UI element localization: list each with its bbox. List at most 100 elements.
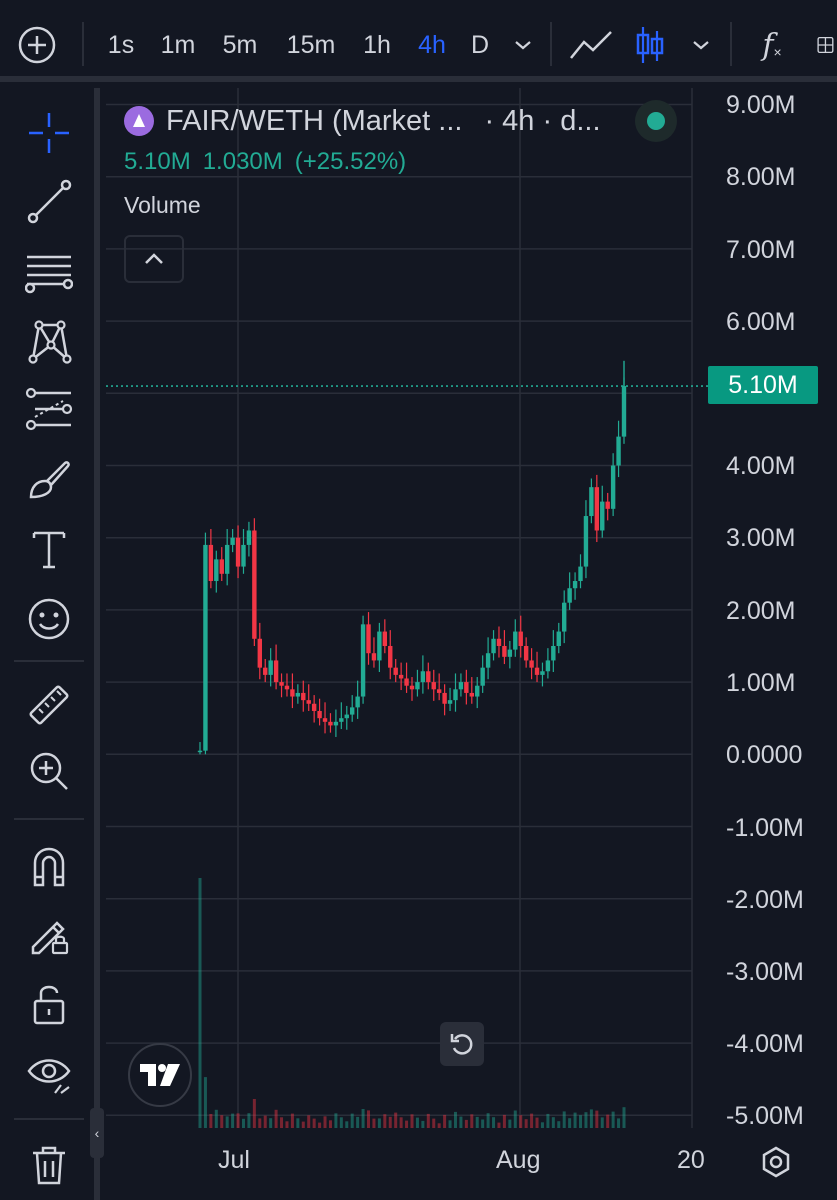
volume-bar (269, 1118, 273, 1128)
volume-bar (535, 1117, 539, 1128)
candle-body (513, 631, 518, 650)
volume-bar (258, 1118, 262, 1128)
ruler-icon[interactable] (22, 678, 76, 732)
volume-bar (209, 1114, 213, 1128)
trend-line-icon[interactable] (22, 174, 76, 228)
market-status-icon[interactable] (635, 100, 677, 142)
layout-grid-icon[interactable] (816, 22, 837, 68)
indicators-icon[interactable]: f × (762, 27, 782, 63)
candle-body (436, 689, 442, 693)
volume-bar (290, 1113, 294, 1128)
collapse-legend-button[interactable] (124, 235, 184, 283)
volume-bar (486, 1113, 490, 1128)
long-position-icon[interactable] (22, 382, 76, 436)
tradingview-logo-icon[interactable] (128, 1043, 192, 1107)
volume-bar (437, 1123, 441, 1128)
candle-body (219, 559, 224, 574)
chart-pane[interactable] (106, 88, 837, 1200)
price-chart[interactable] (106, 88, 837, 1200)
candle-body (360, 624, 366, 697)
chart-settings-icon[interactable] (756, 1142, 796, 1182)
candle-body (567, 588, 572, 603)
candle-body (409, 685, 415, 690)
volume-bar (546, 1113, 550, 1128)
candle-body (458, 682, 464, 690)
emoji-icon[interactable] (22, 592, 76, 646)
volume-bar (470, 1114, 474, 1128)
collapse-toolbar-button[interactable]: ‹ (90, 1108, 104, 1158)
chevron-down-icon[interactable] (688, 22, 714, 68)
volume-bar (220, 1115, 224, 1128)
candle-body (442, 692, 447, 704)
candle-body (485, 653, 491, 668)
volume-bar (579, 1115, 583, 1128)
interval-1m[interactable]: 1m (160, 30, 196, 59)
line-chart-icon[interactable] (566, 22, 616, 68)
volume-bar (459, 1116, 463, 1128)
candle-body (246, 530, 252, 545)
fib-retracement-icon[interactable] (22, 244, 76, 298)
unlock-icon[interactable] (22, 976, 76, 1030)
text-icon[interactable] (22, 522, 76, 576)
magnet-icon[interactable] (22, 838, 76, 892)
interval-4h[interactable]: 4h (418, 30, 446, 59)
candle-body (523, 646, 529, 661)
volume-bar (611, 1111, 615, 1128)
eye-icon[interactable] (22, 1046, 76, 1100)
zoom-in-icon[interactable] (22, 744, 76, 798)
volume-bar (307, 1115, 311, 1128)
volume-bar (432, 1118, 436, 1128)
volume-bar (367, 1110, 371, 1128)
legend-change: 1.030M (202, 148, 283, 175)
volume-bar (280, 1117, 284, 1128)
volume-bar (568, 1118, 572, 1128)
reset-chart-icon[interactable] (440, 1022, 484, 1066)
candle-body (600, 501, 605, 531)
candle-body (534, 667, 540, 675)
volume-bar (356, 1116, 360, 1128)
volume-bar (584, 1112, 588, 1128)
candle-body (224, 544, 230, 574)
volume-bar (502, 1114, 506, 1128)
toolbar-divider (550, 22, 552, 66)
interval-15m[interactable]: 15m (286, 30, 336, 59)
candle-body (610, 465, 616, 509)
candle-body (393, 667, 398, 675)
candle-body (371, 653, 377, 661)
chevron-down-icon[interactable] (510, 22, 536, 68)
candle-body (208, 544, 214, 582)
y-tick: 3.00M (726, 524, 796, 552)
symbol-name[interactable]: FAIR/WETH (Market ... (166, 104, 463, 137)
candle-body (306, 700, 311, 704)
brush-icon[interactable] (22, 452, 76, 506)
interval-5m[interactable]: 5m (222, 30, 258, 59)
volume-bar (481, 1119, 485, 1128)
xabcd-pattern-icon[interactable] (22, 314, 76, 368)
candle-body (344, 714, 349, 719)
volume-bar (519, 1115, 523, 1128)
candle-body (616, 436, 621, 466)
legend-values: 5.10M 1.030M (+25.52%) (124, 148, 418, 176)
volume-bar (214, 1109, 218, 1128)
volume-bar (399, 1117, 403, 1128)
candles-chart-icon[interactable] (632, 22, 668, 68)
trash-icon[interactable] (22, 1138, 76, 1192)
volume-bar (551, 1117, 555, 1128)
add-symbol-icon[interactable] (14, 22, 60, 68)
candle-body (551, 646, 556, 661)
candle-body (431, 682, 436, 690)
volume-bar (524, 1119, 528, 1128)
volume-bar (453, 1111, 457, 1128)
volume-bar (328, 1120, 332, 1128)
y-tick: 1.00M (726, 669, 796, 697)
interval-D[interactable]: D (470, 30, 490, 59)
candle-body (469, 692, 474, 697)
interval-1s[interactable]: 1s (107, 30, 135, 59)
volume-bar (285, 1121, 289, 1128)
lock-drawing-icon[interactable] (22, 906, 76, 960)
candle-body (545, 660, 551, 672)
y-tick: 4.00M (726, 452, 796, 480)
interval-1h[interactable]: 1h (363, 30, 391, 59)
crosshair-icon[interactable] (22, 106, 76, 160)
volume-bar (241, 1118, 245, 1128)
